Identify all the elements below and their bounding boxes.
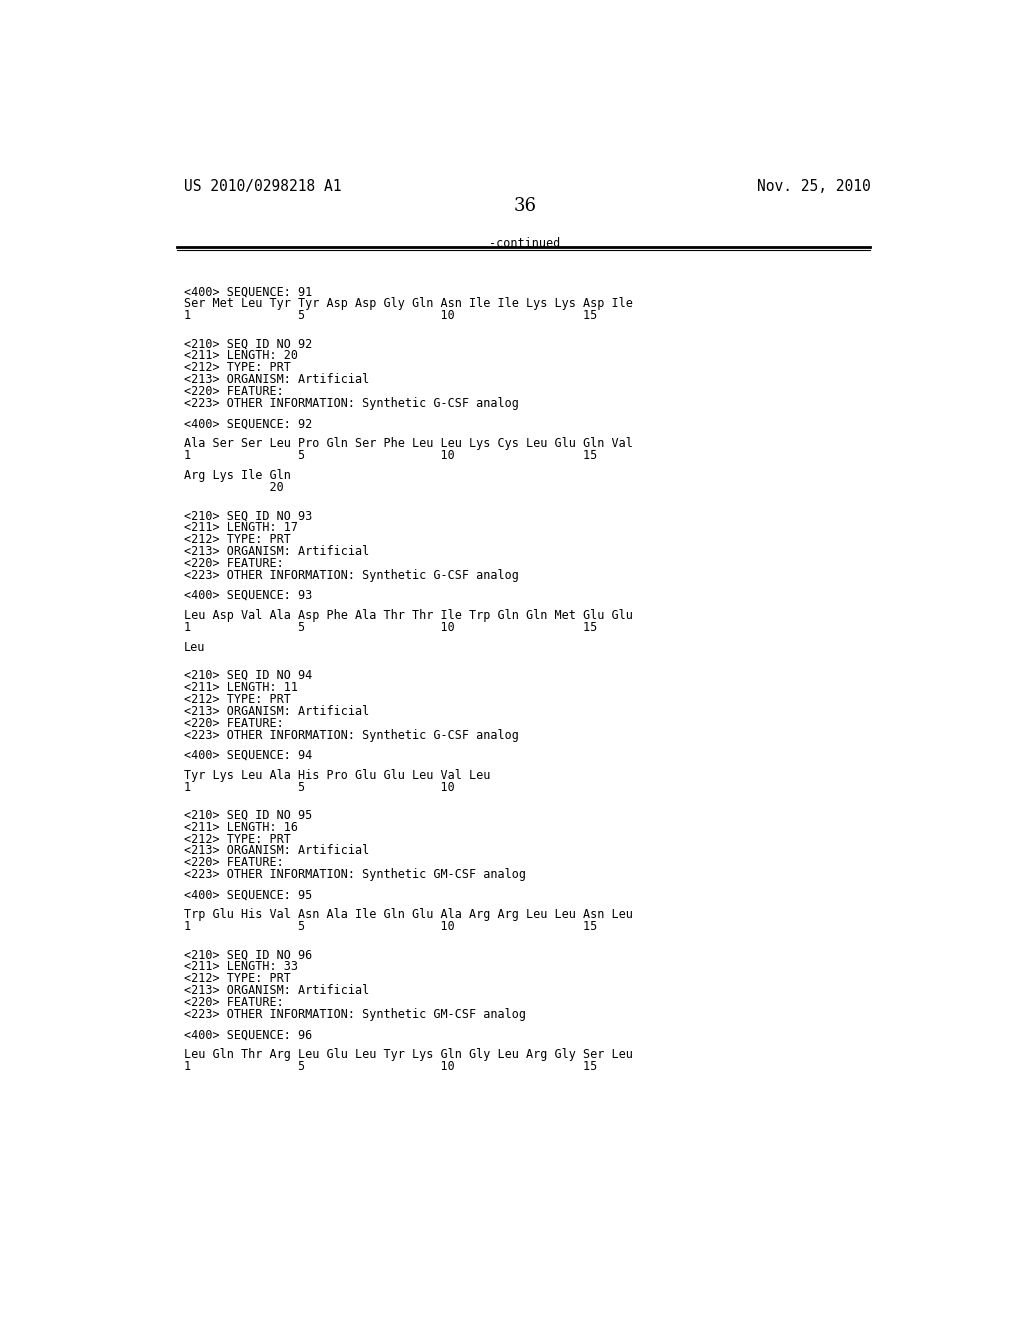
Text: <210> SEQ ID NO 94: <210> SEQ ID NO 94	[183, 669, 312, 682]
Text: <400> SEQUENCE: 92: <400> SEQUENCE: 92	[183, 417, 312, 430]
Text: <213> ORGANISM: Artificial: <213> ORGANISM: Artificial	[183, 545, 369, 558]
Text: <211> LENGTH: 16: <211> LENGTH: 16	[183, 821, 298, 834]
Text: <213> ORGANISM: Artificial: <213> ORGANISM: Artificial	[183, 705, 369, 718]
Text: <212> TYPE: PRT: <212> TYPE: PRT	[183, 533, 291, 546]
Text: Ala Ser Ser Leu Pro Gln Ser Phe Leu Leu Lys Cys Leu Glu Gln Val: Ala Ser Ser Leu Pro Gln Ser Phe Leu Leu …	[183, 437, 633, 450]
Text: <213> ORGANISM: Artificial: <213> ORGANISM: Artificial	[183, 845, 369, 858]
Text: <220> FEATURE:: <220> FEATURE:	[183, 385, 284, 399]
Text: <223> OTHER INFORMATION: Synthetic G-CSF analog: <223> OTHER INFORMATION: Synthetic G-CSF…	[183, 569, 519, 582]
Text: Leu Asp Val Ala Asp Phe Ala Thr Thr Ile Trp Gln Gln Met Glu Glu: Leu Asp Val Ala Asp Phe Ala Thr Thr Ile …	[183, 609, 633, 622]
Text: <400> SEQUENCE: 94: <400> SEQUENCE: 94	[183, 748, 312, 762]
Text: 1               5                   10                  15: 1 5 10 15	[183, 620, 597, 634]
Text: Leu: Leu	[183, 640, 205, 653]
Text: Arg Lys Ile Gln: Arg Lys Ile Gln	[183, 469, 291, 482]
Text: <212> TYPE: PRT: <212> TYPE: PRT	[183, 362, 291, 375]
Text: <211> LENGTH: 11: <211> LENGTH: 11	[183, 681, 298, 694]
Text: <400> SEQUENCE: 95: <400> SEQUENCE: 95	[183, 888, 312, 902]
Text: Nov. 25, 2010: Nov. 25, 2010	[757, 180, 870, 194]
Text: <210> SEQ ID NO 93: <210> SEQ ID NO 93	[183, 510, 312, 523]
Text: Leu Gln Thr Arg Leu Glu Leu Tyr Lys Gln Gly Leu Arg Gly Ser Leu: Leu Gln Thr Arg Leu Glu Leu Tyr Lys Gln …	[183, 1048, 633, 1061]
Text: <213> ORGANISM: Artificial: <213> ORGANISM: Artificial	[183, 374, 369, 387]
Text: <212> TYPE: PRT: <212> TYPE: PRT	[183, 833, 291, 846]
Text: <400> SEQUENCE: 93: <400> SEQUENCE: 93	[183, 589, 312, 602]
Text: Ser Met Leu Tyr Tyr Asp Asp Gly Gln Asn Ile Ile Lys Lys Asp Ile: Ser Met Leu Tyr Tyr Asp Asp Gly Gln Asn …	[183, 297, 633, 310]
Text: <220> FEATURE:: <220> FEATURE:	[183, 857, 284, 870]
Text: <211> LENGTH: 17: <211> LENGTH: 17	[183, 521, 298, 535]
Text: 1               5                   10                  15: 1 5 10 15	[183, 309, 597, 322]
Text: 36: 36	[513, 197, 537, 215]
Text: <220> FEATURE:: <220> FEATURE:	[183, 717, 284, 730]
Text: 1               5                   10                  15: 1 5 10 15	[183, 449, 597, 462]
Text: <220> FEATURE:: <220> FEATURE:	[183, 557, 284, 570]
Text: Trp Glu His Val Asn Ala Ile Gln Glu Ala Arg Arg Leu Leu Asn Leu: Trp Glu His Val Asn Ala Ile Gln Glu Ala …	[183, 908, 633, 921]
Text: 1               5                   10                  15: 1 5 10 15	[183, 920, 597, 933]
Text: <220> FEATURE:: <220> FEATURE:	[183, 997, 284, 1010]
Text: <210> SEQ ID NO 92: <210> SEQ ID NO 92	[183, 338, 312, 350]
Text: 20: 20	[183, 480, 284, 494]
Text: <210> SEQ ID NO 96: <210> SEQ ID NO 96	[183, 949, 312, 961]
Text: <400> SEQUENCE: 96: <400> SEQUENCE: 96	[183, 1028, 312, 1041]
Text: <211> LENGTH: 33: <211> LENGTH: 33	[183, 961, 298, 973]
Text: <223> OTHER INFORMATION: Synthetic GM-CSF analog: <223> OTHER INFORMATION: Synthetic GM-CS…	[183, 1008, 525, 1022]
Text: US 2010/0298218 A1: US 2010/0298218 A1	[183, 180, 341, 194]
Text: <212> TYPE: PRT: <212> TYPE: PRT	[183, 973, 291, 985]
Text: 1               5                   10: 1 5 10	[183, 780, 455, 793]
Text: <213> ORGANISM: Artificial: <213> ORGANISM: Artificial	[183, 985, 369, 997]
Text: Tyr Lys Leu Ala His Pro Glu Glu Leu Val Leu: Tyr Lys Leu Ala His Pro Glu Glu Leu Val …	[183, 768, 490, 781]
Text: <210> SEQ ID NO 95: <210> SEQ ID NO 95	[183, 809, 312, 821]
Text: <400> SEQUENCE: 91: <400> SEQUENCE: 91	[183, 285, 312, 298]
Text: -continued: -continued	[489, 238, 560, 249]
Text: <212> TYPE: PRT: <212> TYPE: PRT	[183, 693, 291, 706]
Text: <223> OTHER INFORMATION: Synthetic GM-CSF analog: <223> OTHER INFORMATION: Synthetic GM-CS…	[183, 869, 525, 882]
Text: <223> OTHER INFORMATION: Synthetic G-CSF analog: <223> OTHER INFORMATION: Synthetic G-CSF…	[183, 729, 519, 742]
Text: <223> OTHER INFORMATION: Synthetic G-CSF analog: <223> OTHER INFORMATION: Synthetic G-CSF…	[183, 397, 519, 411]
Text: 1               5                   10                  15: 1 5 10 15	[183, 1060, 597, 1073]
Text: <211> LENGTH: 20: <211> LENGTH: 20	[183, 350, 298, 363]
